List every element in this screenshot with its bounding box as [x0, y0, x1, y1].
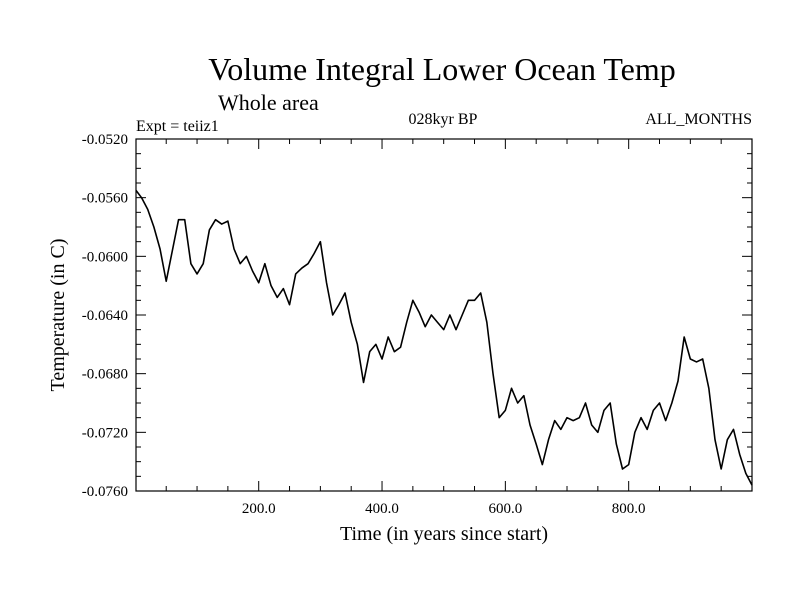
y-tick-label: -0.0680: [82, 367, 128, 383]
y-tick-label: -0.0600: [82, 249, 128, 265]
y-tick-label: -0.0640: [82, 308, 128, 324]
y-tick-label: -0.0560: [82, 191, 128, 207]
plot-frame: [135, 138, 753, 492]
x-tick-label: 200.0: [242, 501, 276, 517]
y-tick-labels: -0.0520 -0.0560 -0.0600 -0.0640 -0.0680 -0.07…: [82, 132, 128, 500]
y-tick-label: -0.0520: [82, 132, 128, 148]
y-tick-label: -0.0720: [82, 425, 128, 441]
x-tick-label: 600.0: [488, 501, 522, 517]
x-tick-label: 400.0: [365, 501, 399, 517]
x-tick-label: 800.0: [612, 501, 646, 517]
y-axis-label: Temperature (in C): [47, 239, 69, 392]
x-tick-labels: 200.0 400.0 600.0 800.0: [242, 501, 646, 517]
months-label: ALL_MONTHS: [645, 111, 752, 128]
y-tick-label: -0.0760: [82, 484, 128, 500]
period-label: 028kyr BP: [409, 111, 478, 128]
chart-title: Volume Integral Lower Ocean Temp: [208, 51, 676, 87]
experiment-label: Expt = teiiz1: [136, 118, 219, 135]
axis-ticks: [136, 138, 752, 492]
x-axis-label: Time (in years since start): [340, 523, 548, 545]
temperature-series-line: [135, 189, 753, 486]
chart-subtitle: Whole area: [218, 90, 319, 115]
